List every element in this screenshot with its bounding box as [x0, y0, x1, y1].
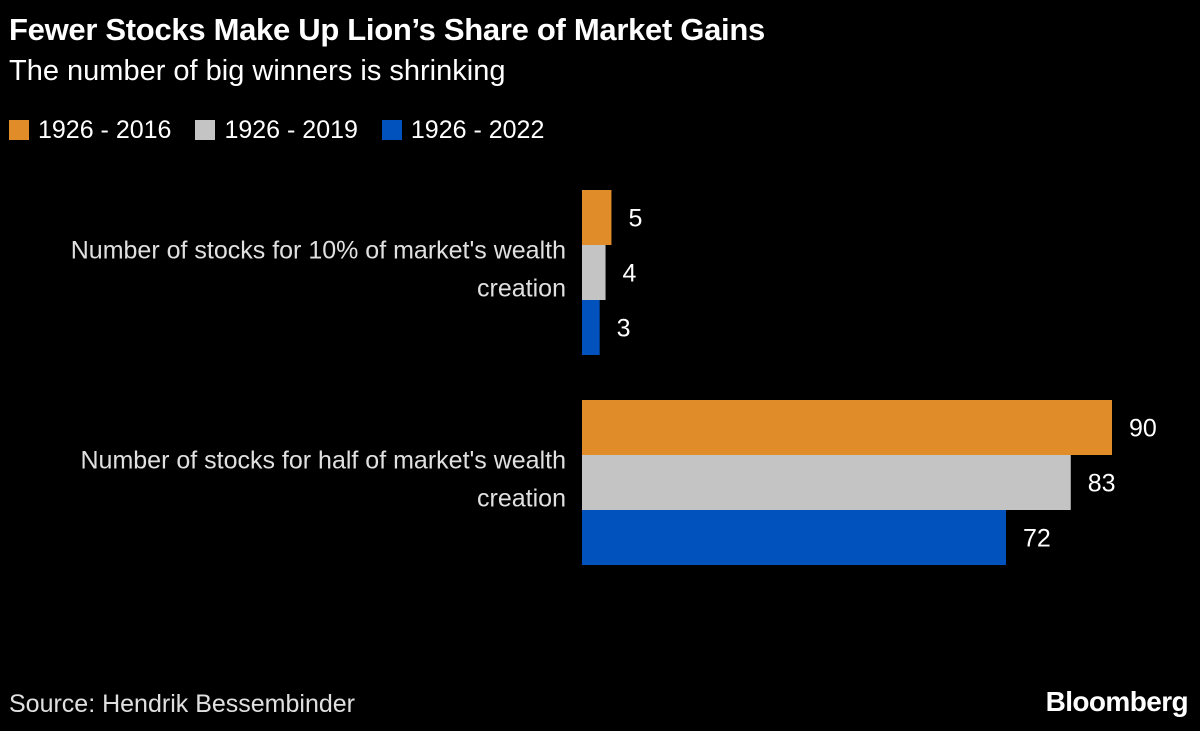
value-label-1926-2019-category-2: 83 [1088, 470, 1116, 498]
bar-1926-2016-category-1 [582, 190, 612, 245]
bar-1926-2019-category-1 [582, 245, 606, 300]
chart-title: Fewer Stocks Make Up Lion’s Share of Mar… [9, 12, 765, 47]
legend-label-1926-2019: 1926 - 2019 [224, 115, 358, 144]
bar-1926-2022-category-2 [582, 510, 1006, 565]
value-label-1926-2016-category-1: 5 [628, 205, 642, 233]
legend-item-1926-2016: 1926 - 2016 [9, 116, 171, 145]
legend-swatch-1926-2022 [381, 120, 402, 140]
value-label-1926-2019-category-1: 4 [623, 260, 637, 288]
legend-item-1926-2022: 1926 - 2022 [381, 115, 545, 145]
bar-1926-2019-category-2 [582, 455, 1071, 510]
bar-1926-2016-category-2 [582, 400, 1112, 455]
value-label-1926-2016-category-2: 90 [1129, 415, 1157, 443]
category-label-2-line-2: creation [477, 485, 566, 513]
legend-label-1926-2022: 1926 - 2022 [410, 115, 545, 144]
legend-swatch-1926-2016 [9, 120, 29, 140]
legend-label-1926-2016: 1926 - 2016 [38, 115, 172, 144]
legend-swatch-1926-2019 [195, 120, 216, 140]
source-note: Source: Hendrik Bessembinder [9, 690, 355, 718]
category-label-1-line-2: creation [477, 275, 566, 303]
legend-item-1926-2019: 1926 - 2019 [195, 115, 358, 145]
bloomberg-logo: Bloomberg [1045, 686, 1189, 717]
bar-1926-2022-category-1 [582, 300, 600, 355]
legend: 1926 - 2016 1926 - 2019 1926 - 2022 [9, 114, 568, 146]
category-label-1-line-1: Number of stocks for 10% of market's wea… [71, 237, 566, 265]
value-label-1926-2022-category-2: 72 [1023, 525, 1051, 553]
chart-subtitle: The number of big winners is shrinking [9, 55, 506, 87]
category-label-2-line-1: Number of stocks for half of market's we… [80, 447, 566, 475]
value-label-1926-2022-category-1: 3 [617, 315, 631, 343]
